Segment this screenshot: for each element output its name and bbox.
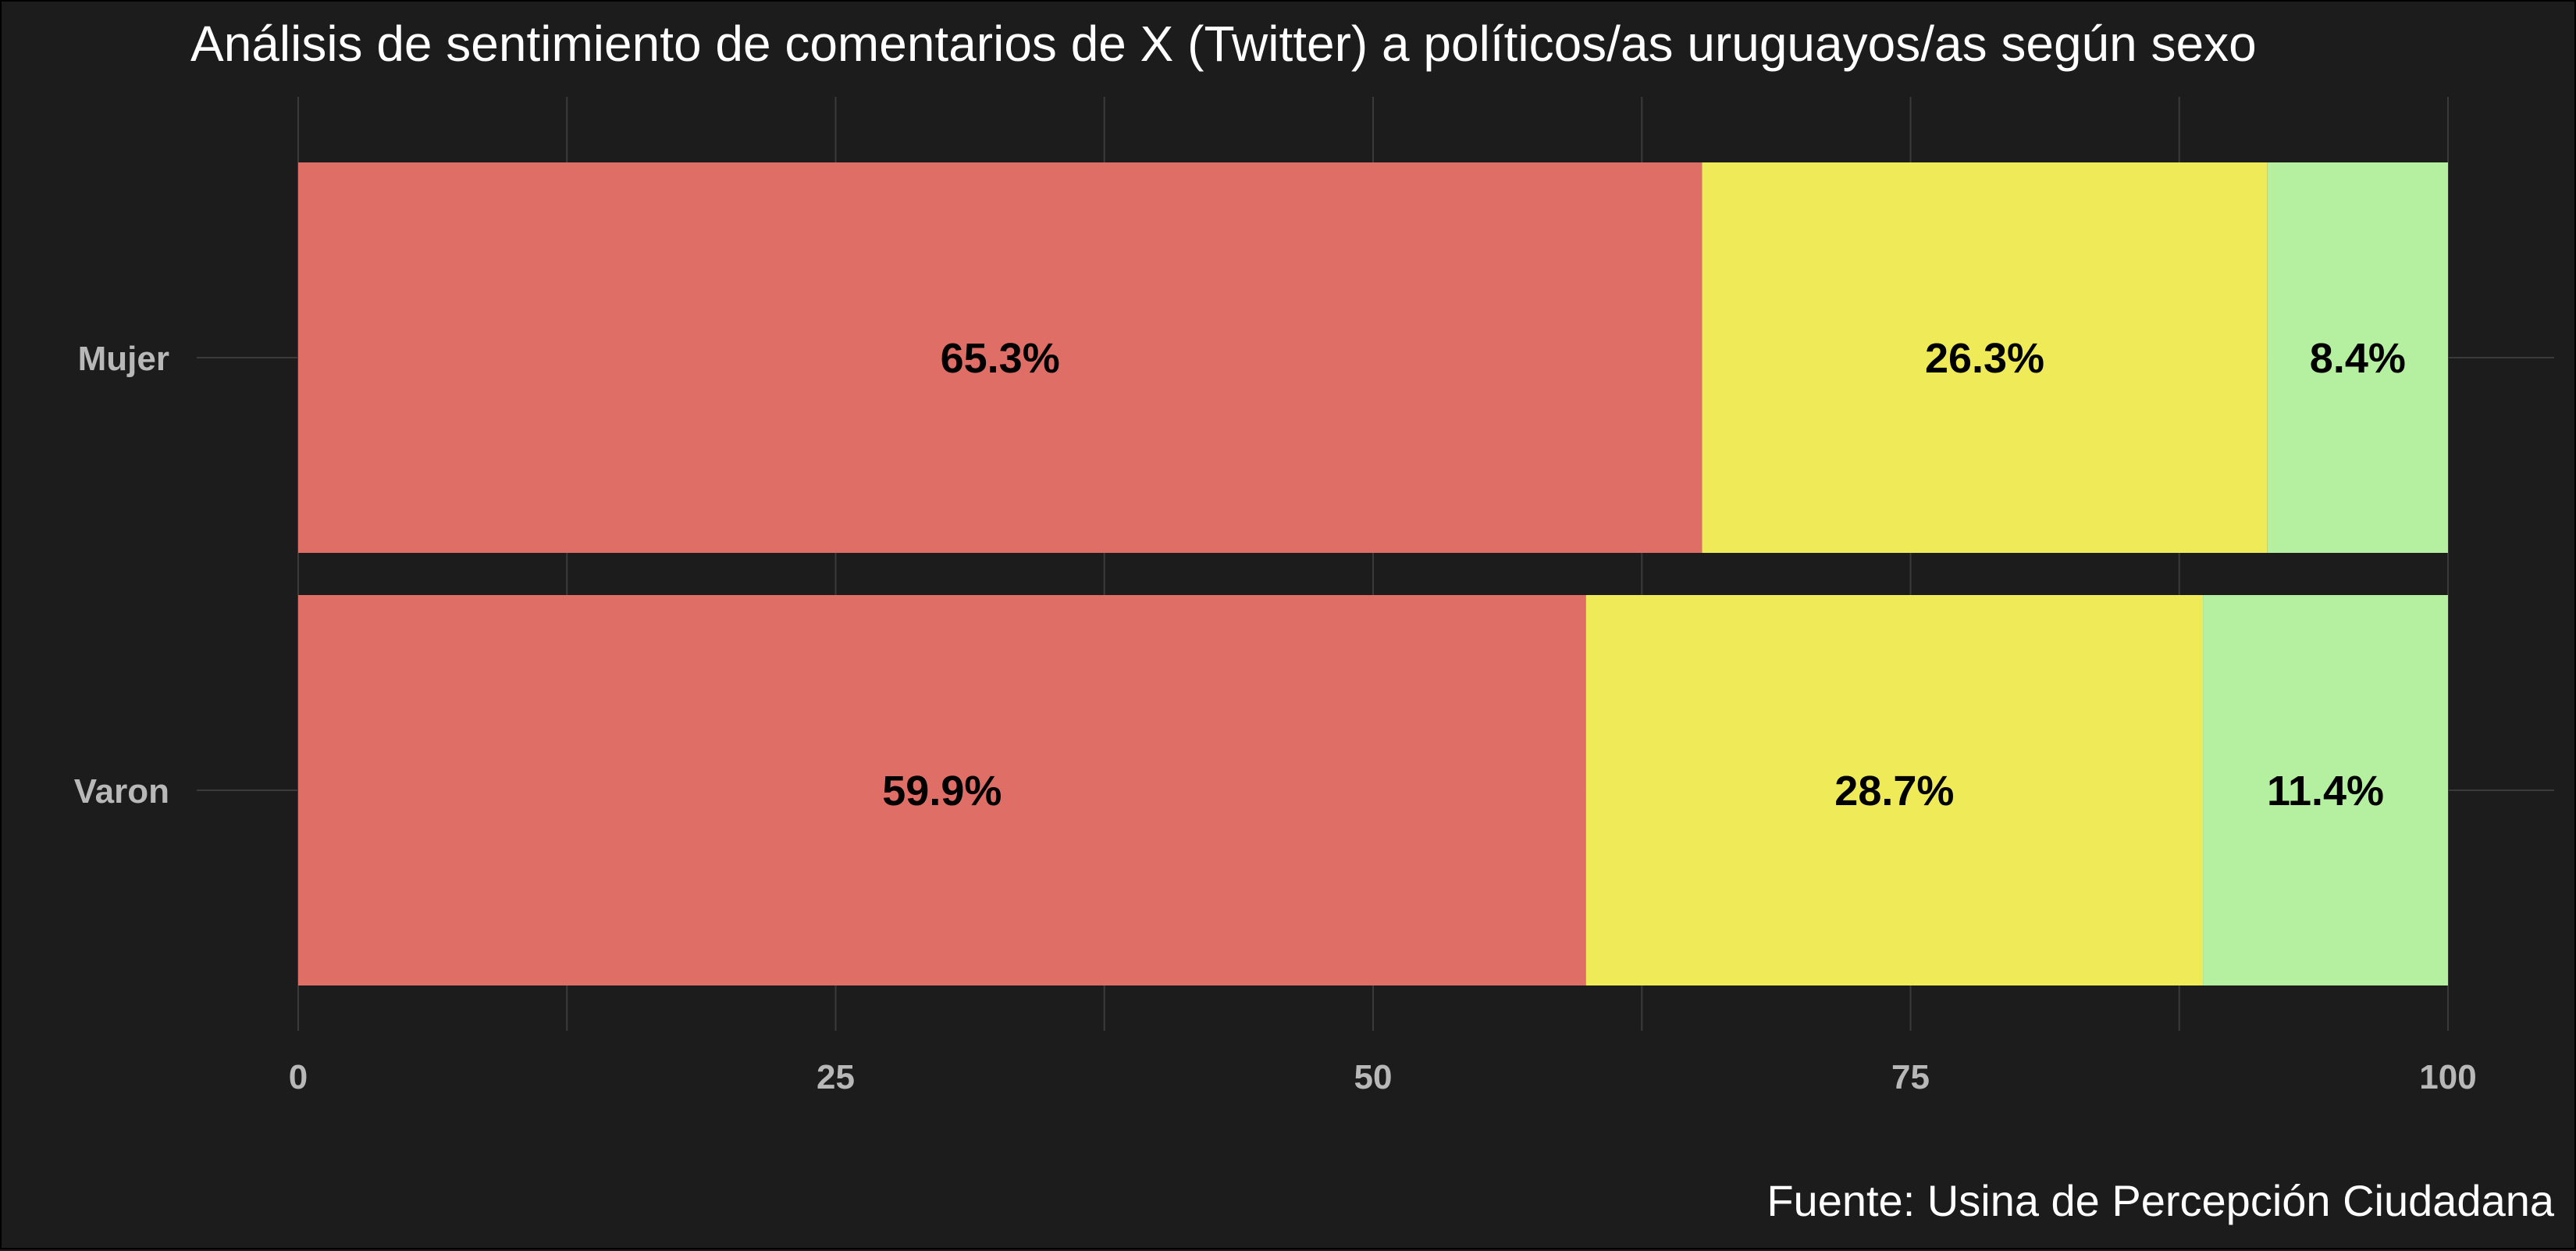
bar-segment — [298, 162, 1703, 553]
bar-segment — [2267, 162, 2448, 553]
bar-segment — [2203, 595, 2448, 985]
x-tick-label: 0 — [289, 1058, 308, 1096]
bar-segment — [1585, 595, 2204, 985]
x-tick-label: 25 — [817, 1058, 855, 1096]
chart-caption: Fuente: Usina de Percepción Ciudadana — [1767, 1176, 2555, 1225]
value-label: 8.4% — [2310, 335, 2406, 382]
bar-segment — [1702, 162, 2268, 553]
value-label: 59.9% — [882, 768, 1002, 814]
bars-layer — [298, 162, 2448, 985]
value-labels-layer: 65.3% 26.3% 8.4% 59.9% 28.7% 11.4% — [882, 335, 2406, 814]
y-tick-label: Varon — [74, 772, 169, 811]
value-label: 65.3% — [941, 335, 1060, 382]
value-label: 11.4% — [2267, 768, 2384, 814]
x-tick-label: 50 — [1354, 1058, 1393, 1096]
x-tick-label: 75 — [1891, 1058, 1930, 1096]
chart-title: Análisis de sentimiento de comentarios d… — [190, 16, 2257, 72]
bar-segment — [298, 595, 1586, 985]
axis-layer: Mujer Varon 0 25 50 75 100 — [74, 340, 2477, 1096]
x-tick-label: 100 — [2419, 1058, 2476, 1096]
value-label: 28.7% — [1834, 768, 1954, 814]
value-label: 26.3% — [1925, 335, 2044, 382]
y-tick-label: Mujer — [78, 340, 169, 378]
